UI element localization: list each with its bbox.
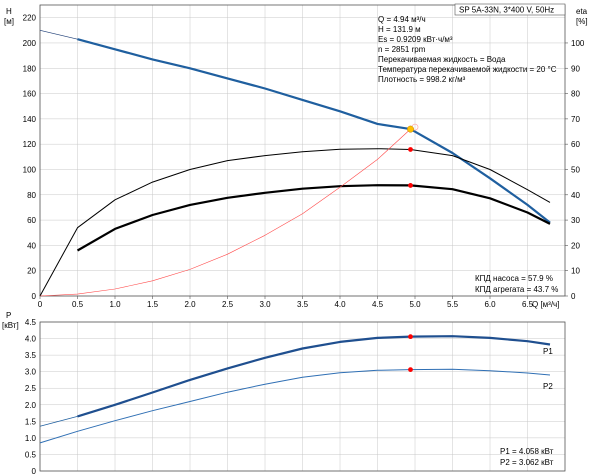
x-tick-label: 4.5 <box>372 300 384 309</box>
power-tick-label: 0 <box>32 467 37 474</box>
series-head-operating <box>77 38 551 224</box>
power-axis-label: P <box>6 311 11 320</box>
x-tick-label: 3.5 <box>297 300 309 309</box>
x-tick-label: 5.0 <box>409 300 421 309</box>
y2-tick-label: 80 <box>571 90 580 99</box>
power-point-marker <box>408 367 413 373</box>
y-tick-label: 180 <box>23 64 37 73</box>
top-markers <box>407 123 419 188</box>
y2-tick-label: 20 <box>571 241 580 250</box>
series-p1 <box>77 335 551 418</box>
x-tick-label: 1.0 <box>109 300 121 309</box>
series-eta-pump <box>39 148 551 297</box>
y-tick-label: 200 <box>23 39 37 48</box>
y-axis-label: H <box>6 7 12 16</box>
p2-series-label: P2 <box>543 382 553 391</box>
pump-model-label: SP 5A-33N, 3*400 V, 50Hz <box>459 6 554 15</box>
power-tick-label: 2.5 <box>25 384 37 393</box>
y2-tick-label: 100 <box>571 39 585 48</box>
info-line-liquid: Перекачиваемая жидкость = Вода <box>378 55 506 64</box>
y-axis-unit: [м] <box>4 17 14 26</box>
power-tick-label: 4.5 <box>25 318 37 327</box>
info-line-h: H = 131.9 м <box>378 25 421 34</box>
x-tick-label: 3.0 <box>259 300 271 309</box>
bottom-plot-frame <box>39 321 566 472</box>
info-line-es: Es = 0.9209 кВт·ч/м³ <box>378 35 453 44</box>
duty-point-info: Q = 4.94 м³/ч H = 131.9 м Es = 0.9209 кВ… <box>378 15 557 84</box>
power-tick-label: 2.0 <box>25 401 37 410</box>
y-tick-label: 140 <box>23 115 37 124</box>
y2-tick-label: 70 <box>571 115 580 124</box>
top-x-ticks: 0 0.5 1.0 1.5 2.0 2.5 3.0 3.5 4.0 4.5 5.0 5.5 6.0 6.5 <box>38 296 534 309</box>
efficiency-point-marker <box>408 147 413 152</box>
top-y-ticks: 0 20 40 60 80 100 120 140 160 180 200 220 <box>23 14 37 301</box>
bottom-series <box>39 335 551 444</box>
top-y2-ticks: 0 10 20 30 40 50 60 70 80 90 100 <box>565 39 585 301</box>
y2-tick-label: 40 <box>571 191 580 200</box>
top-series <box>39 29 551 297</box>
y2-axis-label: eta <box>576 7 588 16</box>
y-tick-label: 100 <box>23 165 37 174</box>
power-tick-label: 4.0 <box>25 335 37 344</box>
power-point-marker <box>408 334 413 340</box>
y-tick-label: 80 <box>27 191 36 200</box>
y-tick-label: 60 <box>27 216 36 225</box>
y-tick-label: 40 <box>27 241 36 250</box>
duty-point-marker <box>407 125 414 133</box>
y2-tick-label: 60 <box>571 140 580 149</box>
power-tick-label: 1.0 <box>25 434 37 443</box>
p1-series-label: P1 <box>543 347 553 356</box>
info-line-n: n = 2851 rpm <box>378 45 426 54</box>
y-tick-label: 20 <box>27 267 36 276</box>
y2-tick-label: 30 <box>571 216 580 225</box>
x-tick-label: 6.5 <box>522 300 534 309</box>
p1-value-label: P1 = 4.058 кВт <box>500 447 554 456</box>
y-tick-label: 160 <box>23 90 37 99</box>
bottom-markers <box>408 334 413 373</box>
power-tick-label: 3.0 <box>25 368 37 377</box>
info-line-q: Q = 4.94 м³/ч <box>378 15 426 24</box>
power-tick-label: 0.5 <box>25 450 37 459</box>
y2-axis-unit: [%] <box>576 17 588 26</box>
y2-tick-label: 90 <box>571 64 580 73</box>
series-p1-extended <box>39 416 78 427</box>
pump-efficiency-label: КПД насоса = 57.9 % <box>475 274 553 283</box>
x-tick-label: 2.5 <box>222 300 234 309</box>
top-plot: 0 0.5 1.0 1.5 2.0 2.5 3.0 3.5 4.0 4.5 5.0 5.5 6.0 6.5… <box>4 3 588 309</box>
x-tick-label: 5.5 <box>447 300 459 309</box>
info-line-temperature: Температура перекачиваемой жидкости = 20… <box>378 65 557 74</box>
x-tick-label: 0 <box>38 300 43 309</box>
y-tick-label: 0 <box>32 292 37 301</box>
x-tick-label: 1.5 <box>147 300 159 309</box>
bottom-grid <box>39 321 565 472</box>
power-tick-label: 3.5 <box>25 351 37 360</box>
y-tick-label: 120 <box>23 140 37 149</box>
p2-value-label: P2 = 3.062 кВт <box>500 458 554 467</box>
bottom-plot: 0 0.5 1.0 1.5 2.0 2.5 3.0 3.5 4.0 4.5 P [кВт] P1 … <box>2 311 566 474</box>
series-p2 <box>39 368 551 444</box>
top-grid <box>39 5 565 297</box>
info-line-density: Плотность = 998.2 кг/м³ <box>378 75 466 84</box>
power-axis-unit: [кВт] <box>2 321 19 330</box>
x-axis-label: Q [м³/ч] <box>532 300 559 309</box>
power-tick-label: 1.5 <box>25 417 37 426</box>
y2-tick-label: 50 <box>571 165 580 174</box>
series-system-curve <box>39 128 411 297</box>
x-tick-label: 0.5 <box>72 300 84 309</box>
bottom-y-ticks: 0 0.5 1.0 1.5 2.0 2.5 3.0 3.5 4.0 4.5 <box>25 318 37 474</box>
efficiency-point-marker <box>408 183 413 188</box>
series-eta-unit <box>76 184 551 252</box>
x-tick-label: 6.0 <box>484 300 496 309</box>
y-tick-label: 220 <box>23 14 37 23</box>
unit-efficiency-label: КПД агрегата = 43.7 % <box>475 285 558 294</box>
x-tick-label: 2.0 <box>184 300 196 309</box>
y2-tick-label: 10 <box>571 267 580 276</box>
y2-tick-label: 0 <box>571 292 576 301</box>
x-tick-label: 4.0 <box>334 300 346 309</box>
pump-model-box <box>454 3 566 16</box>
